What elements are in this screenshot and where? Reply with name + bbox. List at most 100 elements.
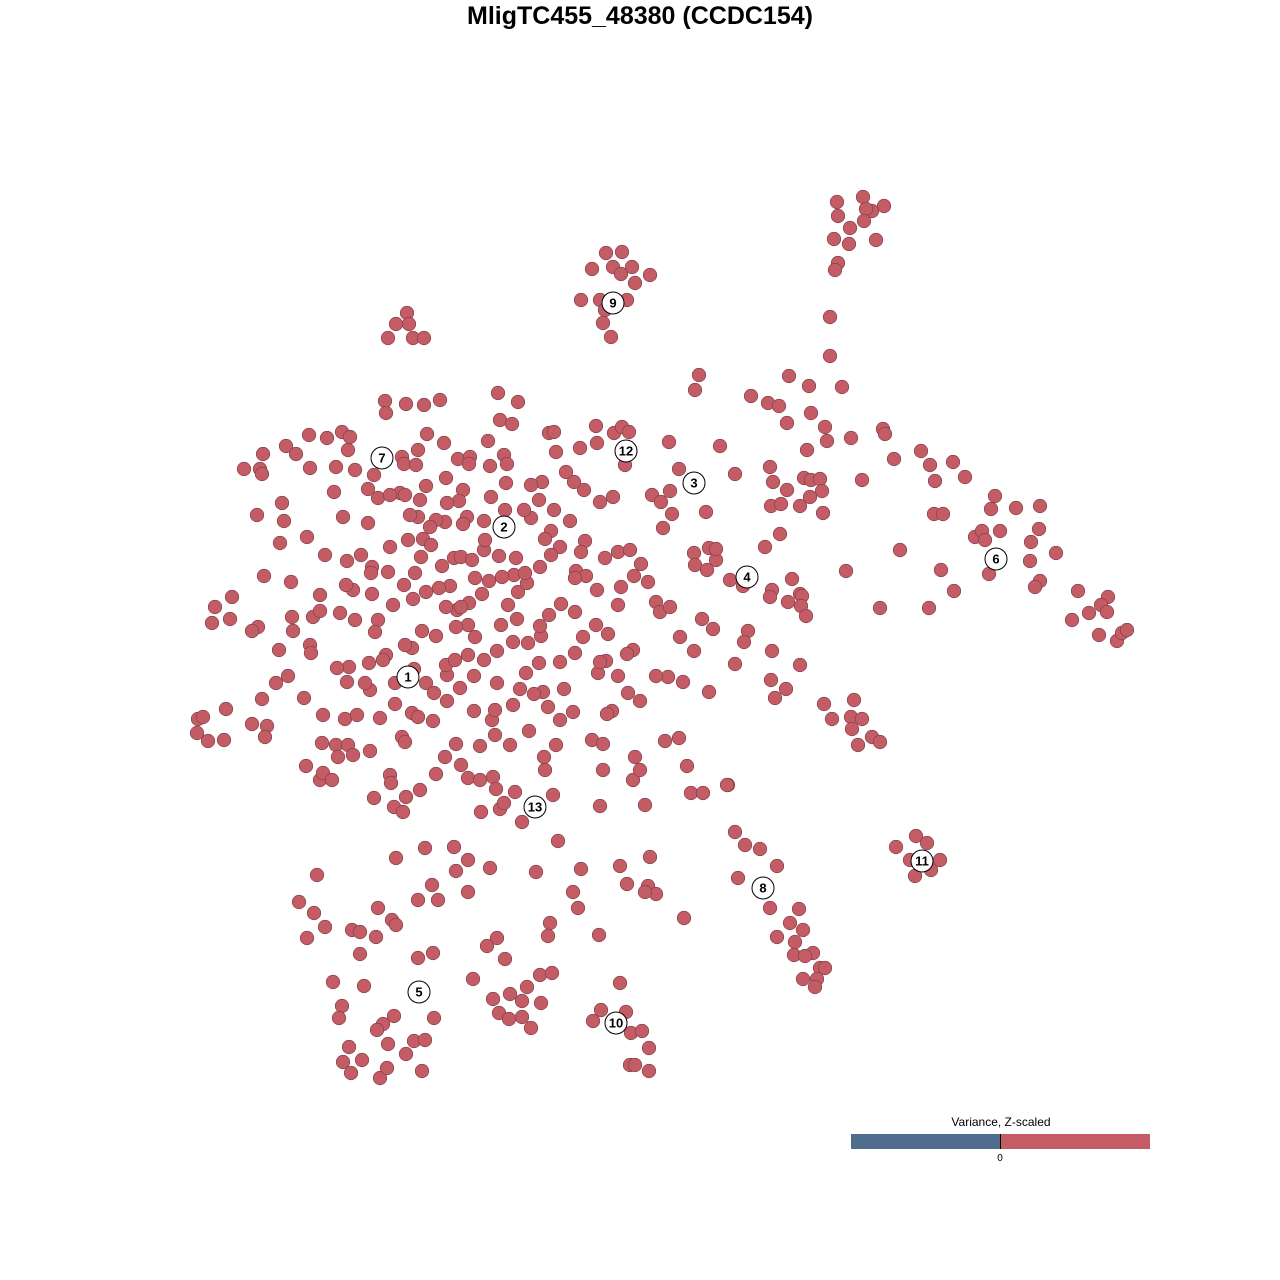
data-point [543,547,559,563]
data-point [662,483,678,499]
data-point [340,442,356,458]
data-point [1099,604,1115,620]
data-point [426,685,442,701]
data-point [314,735,330,751]
data-point [827,262,843,278]
data-point [712,438,728,454]
data-point [400,532,416,548]
data-point [200,733,216,749]
data-point [572,440,588,456]
data-point [301,427,317,443]
data-point [425,713,441,729]
data-point [460,852,476,868]
data-point [679,758,695,774]
data-point [566,474,582,490]
cluster-label-circle [604,1011,628,1035]
data-point [480,433,496,449]
data-point [467,629,483,645]
data-point [762,459,778,475]
data-point [216,732,232,748]
data-point [858,201,874,217]
data-point [844,721,860,737]
data-point [987,488,1003,504]
legend-low-segment [851,1134,1001,1149]
data-point [588,418,604,434]
data-point [675,674,691,690]
data-point [877,426,893,442]
data-point [482,860,498,876]
cluster-label-text: 11 [915,854,929,869]
data-point [567,604,583,620]
cluster-label-text: 1 [404,670,411,685]
data-point [540,699,556,715]
data-point [370,900,386,916]
data-point [694,611,710,627]
cluster-label-3: 3 [682,471,706,495]
data-point [548,737,564,753]
data-point [846,692,862,708]
data-point [434,558,450,574]
data-point [824,711,840,727]
cluster-label-text: 10 [609,1016,623,1031]
data-point [886,451,902,467]
data-point [505,697,521,713]
data-point [648,668,664,684]
data-point [309,867,325,883]
data-point [482,458,498,474]
data-point [922,457,938,473]
data-point [736,634,752,650]
data-point [876,198,892,214]
data-point [791,901,807,917]
data-point [641,1063,657,1079]
data-point [335,1054,351,1070]
data-point [773,496,789,512]
data-point [487,702,503,718]
data-point [686,545,702,561]
data-point [402,507,418,523]
data-point [472,772,488,788]
data-point [414,623,430,639]
data-point [655,520,671,536]
data-point [772,526,788,542]
data-point [592,654,608,670]
data-point [826,231,842,247]
data-point [816,696,832,712]
cluster-label-circle [396,665,420,689]
data-point [841,236,857,252]
data-point [514,1009,530,1025]
cluster-label-circle [523,795,547,819]
cluster-label-9: 9 [601,291,625,315]
data-point [977,532,993,548]
data-point [1091,627,1107,643]
data-point [372,710,388,726]
data-point [727,656,743,672]
data-point [432,392,448,408]
data-point [708,541,724,557]
data-point [299,529,315,545]
data-point [492,412,508,428]
data-point [369,1022,385,1038]
data-point [364,586,380,602]
data-point [536,749,552,765]
data-point [366,467,382,483]
data-point [428,766,444,782]
data-point [780,594,796,610]
data-point [329,660,345,676]
cluster-label-text: 13 [528,800,542,815]
data-point [1022,553,1038,569]
data-point [519,979,535,995]
data-point [671,461,687,477]
data-point [1032,498,1048,514]
data-point [383,775,399,791]
data-point [599,706,615,722]
data-point [815,505,831,521]
data-point [683,785,699,801]
data-point [662,599,678,615]
cluster-label-text: 5 [415,985,422,1000]
data-point [325,974,341,990]
data-point [807,979,823,995]
data-point [632,762,648,778]
data-point [388,917,404,933]
data-point [472,738,488,754]
